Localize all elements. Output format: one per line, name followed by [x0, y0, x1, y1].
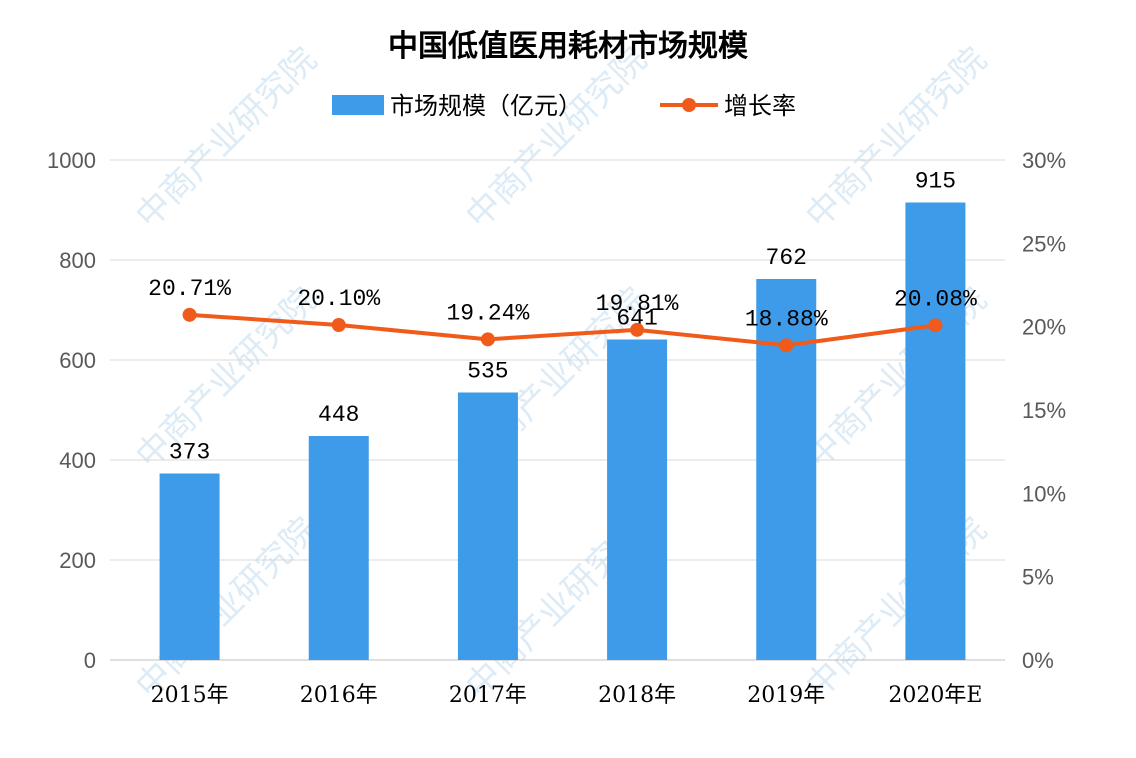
- bar: [607, 339, 668, 660]
- bar-data-label: 535: [467, 359, 508, 385]
- category-label: 2016年: [300, 683, 378, 708]
- bar: [905, 202, 966, 660]
- growth-point: [480, 332, 495, 347]
- category-label: 2018年: [598, 683, 676, 708]
- legend-line-marker: [682, 98, 696, 112]
- growth-point: [928, 318, 943, 333]
- growth-data-label: 19.24%: [447, 300, 530, 326]
- category-label: 2020年E: [888, 683, 982, 708]
- right-tick-label: 15%: [1022, 398, 1066, 423]
- right-tick-label: 0%: [1022, 648, 1054, 673]
- bar-data-label: 448: [318, 402, 359, 428]
- left-tick-label: 0: [84, 648, 96, 673]
- legend-bar-label: 市场规模（亿元）: [390, 92, 582, 120]
- legend: 市场规模（亿元） 增长率: [332, 92, 796, 120]
- left-tick-label: 1000: [47, 148, 96, 173]
- growth-data-label: 20.08%: [894, 286, 977, 312]
- right-tick-label: 5%: [1022, 565, 1054, 590]
- category-label: 2015年: [151, 683, 229, 708]
- growth-point: [779, 338, 794, 353]
- category-label: 2019年: [747, 683, 825, 708]
- right-tick-label: 20%: [1022, 315, 1066, 340]
- left-tick-label: 800: [59, 248, 96, 273]
- legend-line-label: 增长率: [724, 92, 796, 120]
- bar: [159, 473, 220, 660]
- growth-data-label: 19.81%: [596, 291, 679, 317]
- right-tick-label: 25%: [1022, 231, 1066, 256]
- growth-line-path: [189, 312, 936, 348]
- left-tick-label: 600: [59, 348, 96, 373]
- left-tick-label: 200: [59, 548, 96, 573]
- bar-data-label: 373: [169, 440, 210, 466]
- category-label: 2017年: [449, 683, 527, 708]
- growth-point: [182, 307, 197, 322]
- gridlines: [110, 159, 1005, 661]
- growth-point: [331, 318, 346, 332]
- chart-title: 中国低值医用耗材市场规模: [388, 29, 748, 64]
- growth-data-label: 20.71%: [148, 276, 231, 302]
- axes: 0 200 400 600 800 1000 0% 5% 10% 15% 20% 25% 30% 2015…: [47, 148, 1066, 708]
- growth-data-label: 18.88%: [745, 306, 828, 332]
- bar-data-label: 915: [915, 169, 956, 195]
- bar: [308, 436, 369, 660]
- growth-data-label: 20.10%: [297, 286, 380, 312]
- growth-line: 20.71% 20.10% 19.24% 19.81% 18.88% 20.08%: [148, 276, 977, 353]
- growth-point: [630, 322, 645, 337]
- legend-bar-swatch: [332, 95, 384, 115]
- left-tick-label: 400: [59, 448, 96, 473]
- bar-data-label: 762: [766, 245, 807, 271]
- bar: [756, 279, 817, 660]
- bar: [457, 392, 518, 660]
- right-tick-label: 30%: [1022, 148, 1066, 173]
- right-tick-label: 10%: [1022, 481, 1066, 506]
